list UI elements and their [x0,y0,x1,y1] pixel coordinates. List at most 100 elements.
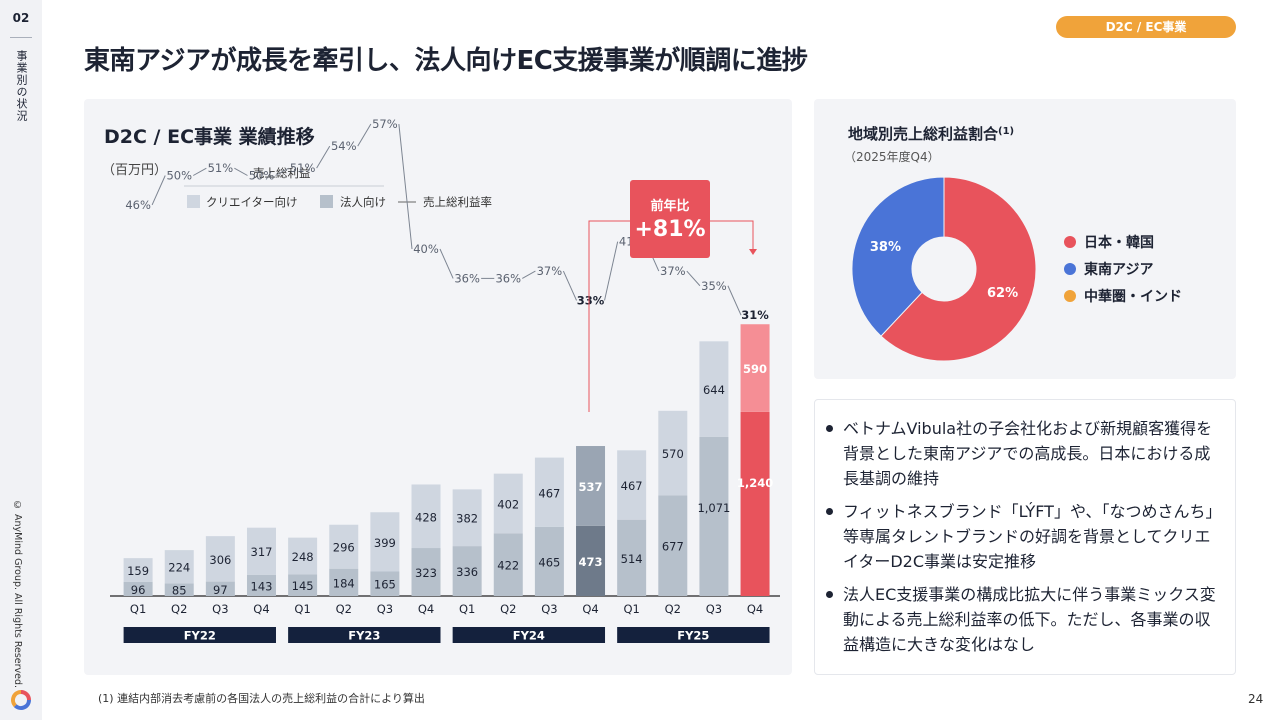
margin-label: 36% [495,271,521,285]
callout-connector [588,220,630,412]
bar-corporate [205,581,235,596]
margin-line-segment [151,175,166,206]
data-label-corporate: 96 [131,583,146,597]
x-tick-label: Q1 [623,602,639,616]
x-tick-label: Q4 [747,602,763,616]
data-label-corporate: 514 [621,552,643,566]
margin-label: 51% [208,161,234,175]
bar-creator [329,524,359,569]
commentary-box: ベトナムVibula社の子会社化および新規顧客獲得を背景とした東南アジアでの高成… [814,399,1236,675]
sidebar-divider [10,37,32,38]
donut-title-footnote-ref: (1) [998,126,1014,137]
data-label-creator: 590 [743,362,767,376]
margin-label: 50% [249,169,275,183]
data-label-creator: 248 [292,550,314,564]
callout-arrowhead [749,249,757,255]
x-axis-group: Q1 Q2 Q3 Q4 Q1 Q2 Q3 Q4 Q1 Q2 Q3 Q4 Q1 Q2 Q3 Q4 FY22 FY23… [123,602,770,643]
bar-creator [699,341,729,437]
commentary-item: ベトナムVibula社の子会社化および新規顧客獲得を背景とした東南アジアでの高成… [826,416,1219,491]
margin-line-segment [439,248,454,279]
data-label-corporate: 677 [662,540,684,554]
callout-connector-right [710,220,754,250]
commentary-list: ベトナムVibula社の子会社化および新規顧客獲得を背景とした東南アジアでの高成… [815,400,1235,657]
bar-creator [740,324,770,412]
legend-dot-southeast-asia [1064,263,1076,275]
legend-swatch-creator [187,195,200,208]
bar-creator [576,446,606,526]
data-label-corporate: 465 [538,555,560,569]
bar-creator [123,558,153,582]
margin-label: 31% [741,308,769,322]
legend-label-margin: 売上総利益率 [423,195,492,209]
margin-line-segment [562,270,577,301]
donut-slice [851,176,945,337]
region-share-donut-chart: 地域別売上総利益割合(1) （2025年度Q4） 62% 38% 日本・韓国 東南… [844,125,1182,362]
data-label-corporate: 143 [251,579,273,593]
bar-corporate [740,411,770,596]
data-label-creator: 570 [662,447,684,461]
bar-creator [452,489,482,547]
anymind-logo-icon [11,690,31,710]
fiscal-year-label: FY25 [677,629,709,643]
bar-chart-panel: D2C / EC事業 業績推移 （百万円） 売上総利益 クリエイター向け 法人向… [84,99,792,675]
bar-corporate [329,568,359,596]
legend-dot-china-india [1064,290,1076,302]
margin-line-segment [357,123,372,147]
data-label-corporate: 145 [292,579,314,593]
donut-group: 62% 38% [851,176,1037,362]
yoy-callout-value: +81% [634,217,705,242]
data-label-creator: 428 [415,510,437,524]
fiscal-year-band [123,627,276,643]
fiscal-year-band [617,627,770,643]
page-title: 東南アジアが成長を牽引し、法人向けEC支援事業が順調に進捗 [84,46,808,76]
bar-creator [411,484,441,549]
data-label-creator: 224 [168,561,190,575]
data-label-corporate: 97 [213,583,228,597]
data-label-creator: 159 [127,564,149,578]
donut-slice-label: 38% [870,240,901,255]
donut-slice-label: 62% [987,286,1018,301]
margin-line-segment [275,167,289,176]
data-label-creator: 467 [538,486,560,500]
data-label-creator: 467 [621,479,643,493]
section-code: 02 [12,11,30,25]
section-label: 事業別の状況 [15,50,28,122]
margin-label: 57% [372,117,398,131]
x-tick-label: Q4 [253,602,269,616]
chart-title: D2C / EC事業 業績推移 [104,125,315,148]
margin-line-segment [398,123,413,250]
data-label-creator: 399 [374,536,396,550]
x-tick-label: Q1 [294,602,310,616]
sidebar: 02 事業別の状況 © AnyMind Group. All Rights Re… [0,0,42,720]
donut-subtitle: （2025年度Q4） [844,149,940,164]
legend-label-southeast-asia: 東南アジア [1084,261,1153,278]
bar-corporate [452,546,482,596]
x-tick-label: Q2 [665,602,681,616]
x-tick-label: Q3 [377,602,393,616]
margin-label: 36% [454,271,480,285]
commentary-item: フィットネスブランド「LÝFT」や、「なつめさんち」等専属タレントブランドの好調… [826,499,1219,574]
data-label-creator: 296 [333,541,355,555]
yoy-callout-title: 前年比 [650,198,689,214]
bar-creator [205,536,235,582]
bar-creator [658,410,688,496]
margin-label: 37% [660,264,686,278]
donut-slice [880,176,1037,362]
margin-line-segment [522,270,536,279]
data-label-creator: 402 [497,497,519,511]
bar-corporate [576,525,606,596]
x-tick-label: Q1 [130,602,146,616]
x-tick-label: Q4 [418,602,434,616]
bar-creator [288,537,318,575]
data-label-creator: 537 [579,480,603,494]
bar-corporate [658,495,688,596]
margin-line-segment [234,167,248,176]
bar-corporate [370,571,400,596]
chart-unit: （百万円） [102,163,167,178]
donut-chart-panel: 地域別売上総利益割合(1) （2025年度Q4） 62% 38% 日本・韓国 東南… [814,99,1236,379]
bar-corporate [288,574,318,596]
data-label-corporate: 85 [172,584,187,598]
bar-creator [246,527,276,575]
margin-label: 35% [701,279,727,293]
bar-creator [534,457,564,527]
